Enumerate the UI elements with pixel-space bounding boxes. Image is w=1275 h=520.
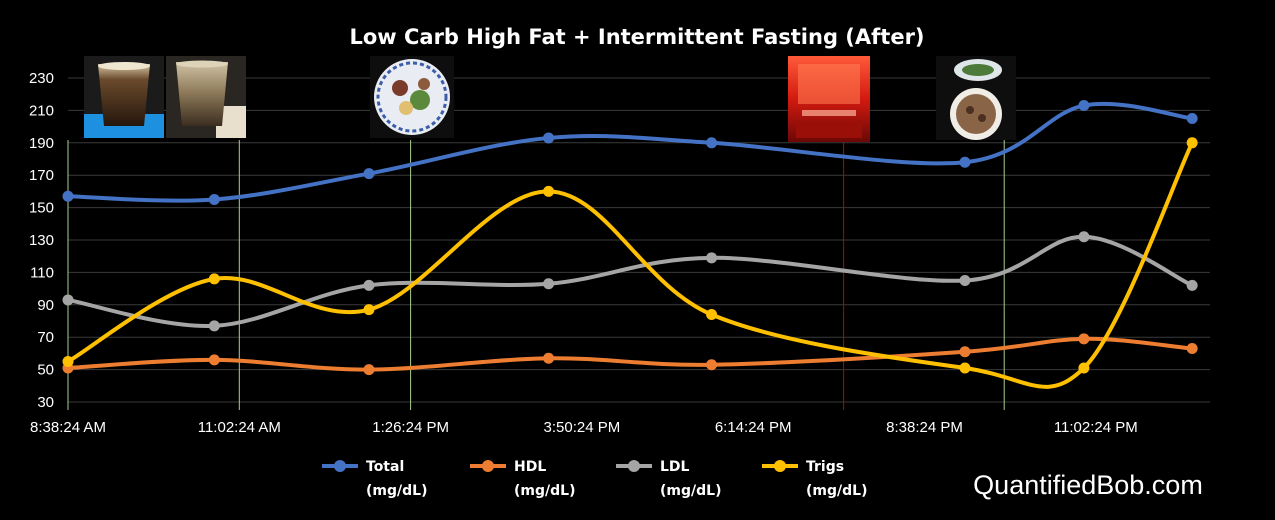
data-point-ldl bbox=[706, 252, 718, 264]
coffee-glass-icon bbox=[84, 56, 164, 138]
legend-swatch-marker bbox=[334, 460, 346, 472]
data-point-hdl bbox=[543, 352, 555, 364]
legend-label: Total bbox=[366, 459, 404, 475]
data-point-ldl bbox=[62, 294, 74, 306]
series-line-total bbox=[66, 101, 1195, 203]
y-tick-label: 90 bbox=[37, 297, 54, 314]
x-tick-label: 3:50:24 PM bbox=[544, 419, 621, 436]
data-point-total bbox=[208, 194, 220, 205]
data-point-total bbox=[363, 168, 375, 180]
data-point-trigs bbox=[62, 356, 74, 367]
legend-swatch-marker bbox=[628, 460, 640, 472]
data-point-trigs bbox=[1186, 137, 1198, 149]
x-tick-label: 11:02:24 AM bbox=[198, 419, 281, 436]
data-point-trigs bbox=[706, 309, 718, 321]
x-tick-label: 11:02:24 PM bbox=[1054, 419, 1138, 436]
data-point-total bbox=[543, 132, 555, 144]
legend-label: Trigs bbox=[806, 459, 844, 475]
data-point-total bbox=[62, 190, 74, 202]
data-point-trigs bbox=[543, 185, 555, 197]
x-tick-label: 8:38:24 PM bbox=[886, 419, 963, 436]
soup-bowl-icon bbox=[936, 56, 1016, 140]
legend-swatch-marker bbox=[482, 460, 494, 472]
data-point-ldl bbox=[543, 278, 555, 290]
data-point-ldl bbox=[208, 320, 220, 332]
y-tick-label: 210 bbox=[29, 102, 54, 119]
legend-label: HDL bbox=[514, 459, 546, 475]
x-tick-label: 1:26:24 PM bbox=[372, 419, 449, 436]
y-tick-label: 70 bbox=[37, 329, 54, 346]
data-point-hdl bbox=[363, 364, 375, 376]
y-tick-label: 110 bbox=[30, 264, 54, 281]
y-tick-label: 50 bbox=[37, 362, 54, 379]
legend-label: LDL bbox=[660, 459, 690, 475]
data-point-total bbox=[1078, 100, 1090, 112]
series-line-ldl bbox=[66, 234, 1195, 328]
series-line-trigs bbox=[66, 140, 1195, 389]
data-point-total bbox=[1186, 113, 1198, 124]
data-point-ldl bbox=[363, 279, 375, 291]
meal-plate-icon bbox=[370, 56, 454, 138]
data-point-trigs bbox=[208, 273, 220, 285]
data-point-hdl bbox=[1186, 343, 1198, 355]
data-point-total bbox=[959, 156, 971, 168]
data-point-hdl bbox=[959, 346, 971, 358]
data-point-trigs bbox=[363, 304, 375, 316]
series-lines bbox=[62, 100, 1198, 389]
data-point-trigs bbox=[1078, 362, 1090, 374]
legend-swatch-marker bbox=[774, 460, 786, 472]
legend-unit: (mg/dL) bbox=[366, 483, 427, 499]
gridlines bbox=[68, 77, 1210, 403]
data-point-total bbox=[706, 137, 718, 149]
x-tick-label: 6:14:24 PM bbox=[715, 419, 792, 436]
legend-unit: (mg/dL) bbox=[660, 483, 721, 499]
series-line-hdl bbox=[66, 336, 1195, 372]
brand-watermark: QuantifiedBob.com bbox=[973, 470, 1203, 500]
data-point-trigs bbox=[959, 362, 971, 374]
infrared-sauna-icon bbox=[788, 56, 870, 142]
data-point-hdl bbox=[208, 354, 220, 366]
data-point-hdl bbox=[706, 359, 718, 371]
coffee-glass-icon bbox=[166, 56, 246, 138]
y-tick-label: 170 bbox=[29, 167, 54, 184]
x-tick-label: 8:38:24 AM bbox=[30, 419, 106, 436]
x-axis: 8:38:24 AM 11:02:24 AM 1:26:24 PM 3:50:24 P… bbox=[30, 419, 1138, 436]
y-tick-label: 130 bbox=[29, 232, 54, 249]
y-tick-label: 190 bbox=[29, 135, 54, 152]
y-tick-label: 30 bbox=[37, 394, 54, 411]
y-tick-label: 150 bbox=[29, 200, 54, 217]
y-tick-label: 230 bbox=[29, 70, 54, 87]
legend-unit: (mg/dL) bbox=[806, 483, 867, 499]
data-point-ldl bbox=[959, 275, 971, 286]
y-axis: 30 50 70 90 110 130 150 170 190 210 230 bbox=[29, 70, 54, 411]
data-point-hdl bbox=[1078, 333, 1090, 345]
chart-title: Low Carb High Fat + Intermittent Fasting… bbox=[349, 25, 924, 49]
data-point-ldl bbox=[1078, 231, 1090, 243]
legend: Total (mg/dL) HDL (mg/dL) LDL (mg/dL) Trigs (mg… bbox=[322, 459, 867, 499]
data-point-ldl bbox=[1186, 279, 1198, 291]
legend-unit: (mg/dL) bbox=[514, 483, 575, 499]
